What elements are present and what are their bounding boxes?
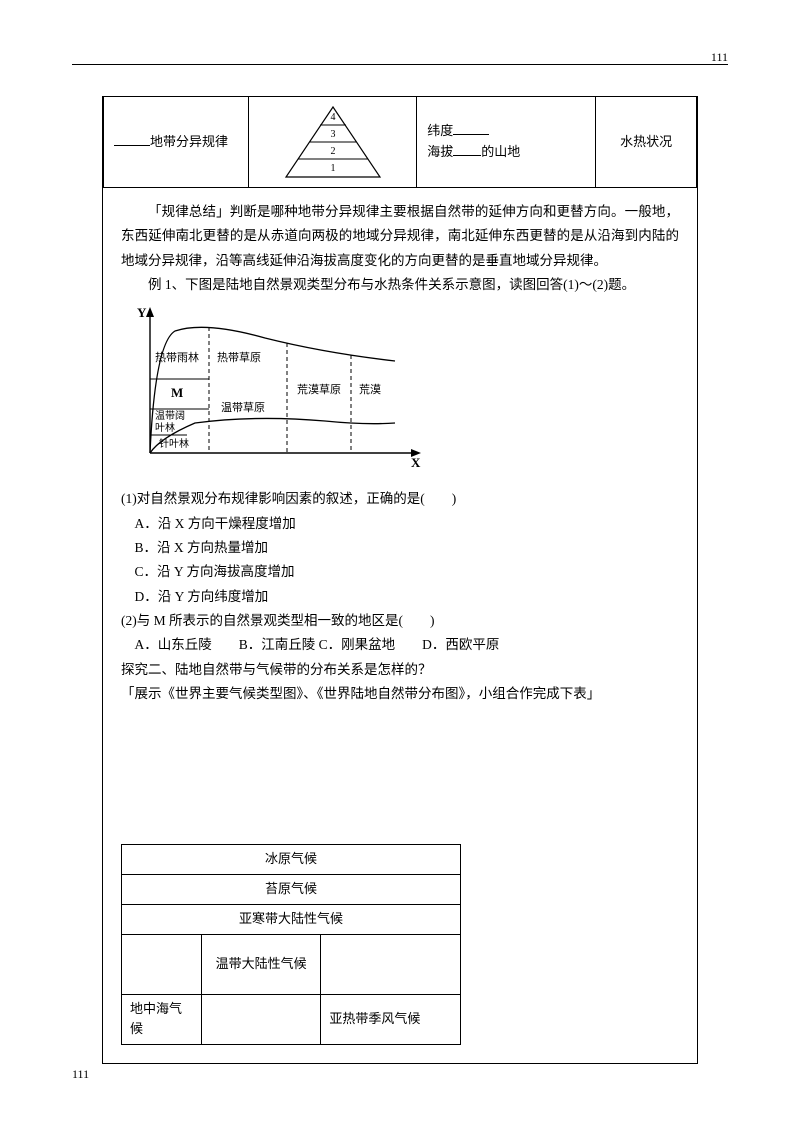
cell-condition: 水热状况: [596, 97, 697, 188]
table-row: 亚寒带大陆性气候: [122, 904, 461, 934]
blank-field: [453, 143, 481, 156]
alt-suffix: 的山地: [481, 144, 520, 159]
svg-text:温带草原: 温带草原: [221, 401, 265, 414]
climate-r3: 亚寒带大陆性气候: [122, 904, 461, 934]
blank-field: [114, 133, 150, 146]
table-row: 地带分异规律 4 3 2 1 纬度 海拔 的山地 水热状况: [104, 97, 697, 188]
q2-options: A．山东丘陵 B．江南丘陵 C．刚果盆地 D．西欧平原: [135, 633, 680, 657]
q1-options: A．沿 X 方向干燥程度增加 B．沿 X 方向热量增加 C．沿 Y 方向海拔高度…: [121, 512, 679, 609]
climate-r1: 冰原气候: [122, 845, 461, 875]
pyr-4: 4: [330, 112, 335, 123]
cell-lat-alt: 纬度 海拔 的山地: [417, 97, 596, 188]
svg-text:X: X: [411, 455, 421, 470]
climate-table: 冰原气候 苔原气候 亚寒带大陆性气候 温带大陆性气候 地中海气候 亚热带季风气候: [121, 844, 461, 1045]
summary-para: 「规律总结」判断是哪种地带分异规律主要根据自然带的延伸方向和更替方向。一般地，东…: [121, 200, 679, 273]
content-frame: 地带分异规律 4 3 2 1 纬度 海拔 的山地 水热状况: [102, 96, 698, 1064]
example-intro: 例 1、下图是陆地自然景观类型分布与水热条件关系示意图，读图回答(1)～(2)题…: [121, 273, 679, 297]
landscape-chart: Y X 热带雨林 热带草原 M 荒漠草原 荒漠 温带阔 叶林 温带草原 针叶林: [125, 303, 679, 481]
pyramid-icon: 4 3 2 1: [278, 103, 388, 181]
svg-text:Y: Y: [137, 305, 147, 320]
option-b: B．沿 X 方向热量增加: [135, 536, 680, 560]
pyr-3: 3: [330, 129, 335, 140]
summary-label: 「规律总结」: [148, 204, 230, 219]
table-row: 温带大陆性气候: [122, 934, 461, 994]
climate-r5c3: 亚热带季风气候: [321, 994, 461, 1045]
svg-text:热带雨林: 热带雨林: [155, 350, 199, 364]
top-summary-table: 地带分异规律 4 3 2 1 纬度 海拔 的山地 水热状况: [103, 96, 697, 188]
table-row: 冰原气候: [122, 845, 461, 875]
climate-r4c2: 温带大陆性气候: [201, 934, 321, 994]
header-rule: [72, 64, 728, 65]
lat-label: 纬度: [427, 123, 453, 138]
table-row: 地中海气候 亚热带季风气候: [122, 994, 461, 1045]
explore2: 探究二、陆地自然带与气候带的分布关系是怎样的？: [121, 658, 679, 682]
climate-r4c1: [122, 934, 202, 994]
example-text: 下图是陆地自然景观类型分布与水热条件关系示意图，读图回答(1)～(2)题。: [185, 277, 635, 292]
pyr-2: 2: [330, 146, 335, 157]
climate-r5c1: 地中海气候: [122, 994, 202, 1045]
svg-text:热带草原: 热带草原: [217, 351, 261, 364]
svg-text:针叶林: 针叶林: [159, 437, 189, 450]
climate-r4c3: [321, 934, 461, 994]
q2-stem: (2)与 M 所表示的自然景观类型相一致的地区是( ): [121, 609, 679, 633]
climate-r2: 苔原气候: [122, 874, 461, 904]
svg-text:M: M: [171, 385, 183, 400]
blank-field: [453, 122, 489, 135]
q1-stem: (1)对自然景观分布规律影响因素的叙述，正确的是( ): [121, 487, 679, 511]
pyr-1: 1: [330, 163, 335, 174]
page-number-bottom: 111: [72, 1065, 89, 1084]
option-a: A．沿 X 方向干燥程度增加: [135, 512, 680, 536]
climate-r5c2: [201, 994, 321, 1045]
example-label: 例 1、: [148, 277, 185, 292]
alt-label: 海拔: [427, 144, 453, 159]
svg-text:荒漠: 荒漠: [359, 383, 381, 396]
body-text: 「规律总结」判断是哪种地带分异规律主要根据自然带的延伸方向和更替方向。一般地，东…: [103, 188, 697, 724]
svg-text:叶林: 叶林: [155, 421, 175, 434]
option-d: D．沿 Y 方向纬度增加: [135, 585, 680, 609]
cell-rule-blank: 地带分异规律: [104, 97, 249, 188]
chart-svg: Y X 热带雨林 热带草原 M 荒漠草原 荒漠 温带阔 叶林 温带草原 针叶林: [125, 303, 425, 473]
cell1-text: 地带分异规律: [150, 134, 228, 149]
pyramid-cell: 4 3 2 1: [249, 97, 417, 188]
option-c: C．沿 Y 方向海拔高度增加: [135, 560, 680, 584]
svg-text:温带阔: 温带阔: [155, 409, 185, 422]
table-row: 苔原气候: [122, 874, 461, 904]
svg-text:荒漠草原: 荒漠草原: [297, 383, 341, 396]
show-text: 「展示《世界主要气候类型图》、《世界陆地自然带分布图》，小组合作完成下表」: [121, 682, 679, 706]
